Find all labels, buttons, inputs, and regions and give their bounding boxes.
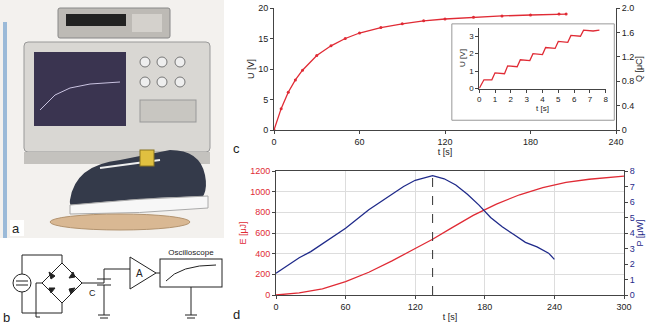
svg-text:1: 1 [493, 95, 498, 104]
svg-text:120: 120 [437, 137, 452, 147]
svg-text:Q [μC]: Q [μC] [634, 56, 644, 82]
svg-text:t [s]: t [s] [443, 312, 458, 322]
svg-text:a: a [12, 221, 20, 236]
svg-text:0.8: 0.8 [622, 76, 635, 86]
svg-text:60: 60 [354, 137, 364, 147]
svg-text:5: 5 [556, 95, 561, 104]
svg-text:3: 3 [524, 95, 529, 104]
svg-text:20: 20 [258, 3, 268, 13]
svg-text:t [s]: t [s] [536, 104, 549, 113]
svg-text:7: 7 [630, 182, 635, 192]
svg-text:1200: 1200 [250, 166, 270, 176]
svg-text:15: 15 [258, 34, 268, 44]
svg-text:0: 0 [265, 290, 270, 300]
svg-text:1: 1 [469, 67, 474, 76]
svg-text:t [s]: t [s] [438, 147, 453, 157]
html-text:d: d [233, 307, 241, 322]
svg-text:4: 4 [540, 95, 545, 104]
svg-text:b: b [3, 310, 10, 325]
svg-text:1: 1 [630, 275, 635, 285]
svg-text:0: 0 [622, 125, 627, 135]
svg-text:0: 0 [630, 290, 635, 300]
svg-text:3: 3 [469, 32, 474, 41]
svg-text:A: A [136, 268, 143, 279]
svg-text:10: 10 [258, 64, 268, 74]
svg-text:3: 3 [630, 244, 635, 254]
svg-text:U [V]: U [V] [458, 49, 467, 67]
svg-text:0: 0 [477, 95, 482, 104]
svg-text:4: 4 [630, 228, 635, 238]
svg-text:2: 2 [469, 49, 474, 58]
svg-text:0.4: 0.4 [622, 101, 635, 111]
svg-text:600: 600 [255, 228, 270, 238]
svg-text:E [μJ]: E [μJ] [238, 221, 248, 244]
svg-text:180: 180 [523, 137, 538, 147]
svg-text:8: 8 [630, 166, 635, 176]
svg-text:1.2: 1.2 [622, 52, 635, 62]
svg-text:P [μW]: P [μW] [635, 219, 645, 246]
svg-text:0: 0 [273, 302, 278, 312]
svg-text:7: 7 [588, 95, 593, 104]
svg-text:1000: 1000 [250, 187, 270, 197]
svg-text:60: 60 [341, 302, 351, 312]
svg-text:C: C [89, 288, 96, 298]
svg-text:400: 400 [255, 249, 270, 259]
svg-text:200: 200 [255, 269, 270, 279]
svg-text:180: 180 [477, 302, 492, 312]
svg-text:120: 120 [408, 302, 423, 312]
svg-text:U [V]: U [V] [246, 59, 256, 79]
svg-text:1.6: 1.6 [622, 28, 635, 38]
svg-text:0: 0 [469, 84, 474, 93]
svg-text:2: 2 [509, 95, 514, 104]
svg-text:0: 0 [271, 137, 276, 147]
svg-text:2.0: 2.0 [622, 3, 635, 13]
svg-text:5: 5 [630, 213, 635, 223]
svg-text:Oscilloscope: Oscilloscope [168, 248, 214, 257]
svg-text:300: 300 [616, 302, 631, 312]
html-text:c: c [233, 141, 240, 156]
svg-text:0: 0 [263, 125, 268, 135]
svg-text:2: 2 [630, 259, 635, 269]
svg-text:6: 6 [572, 95, 577, 104]
svg-text:6: 6 [630, 197, 635, 207]
svg-text:8: 8 [604, 95, 609, 104]
svg-text:240: 240 [547, 302, 562, 312]
svg-text:5: 5 [263, 95, 268, 105]
svg-text:800: 800 [255, 207, 270, 217]
svg-text:240: 240 [608, 137, 623, 147]
